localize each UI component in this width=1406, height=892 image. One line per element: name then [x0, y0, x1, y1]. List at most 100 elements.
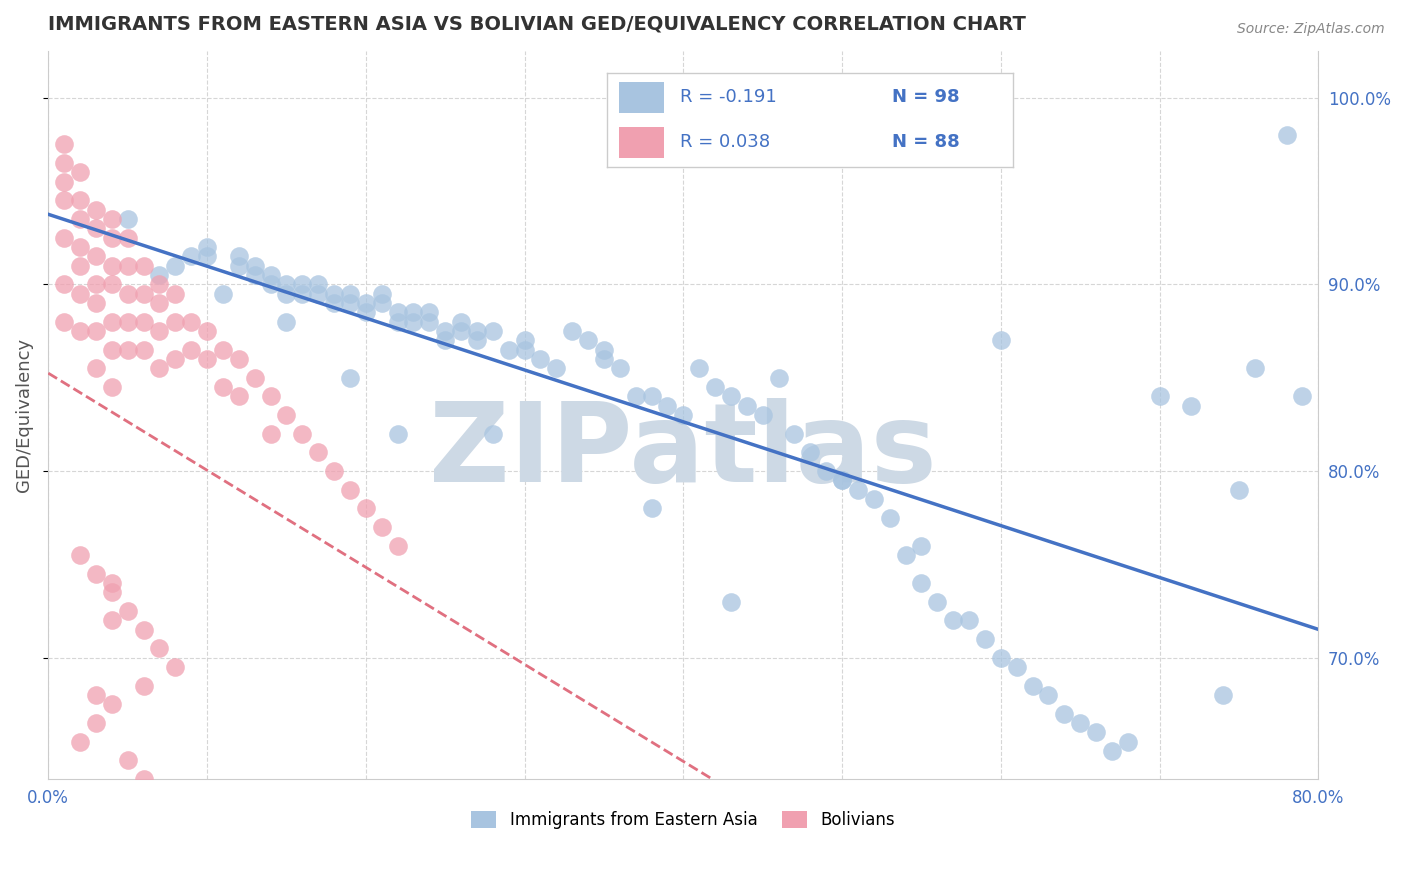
Point: [498, 343, 520, 357]
Point: [339, 296, 361, 310]
Point: [307, 286, 329, 301]
Point: [148, 268, 170, 282]
Point: [53, 174, 76, 188]
Point: [180, 249, 202, 263]
Point: [529, 351, 551, 366]
Point: [69, 165, 91, 179]
Point: [165, 286, 187, 301]
Point: [910, 575, 932, 590]
Point: [291, 277, 314, 292]
Point: [84, 324, 107, 338]
Point: [53, 277, 76, 292]
Point: [276, 277, 298, 292]
Point: [148, 277, 170, 292]
Point: [259, 268, 281, 282]
Point: [69, 324, 91, 338]
Point: [1291, 389, 1313, 403]
Point: [339, 286, 361, 301]
Point: [720, 594, 742, 608]
Point: [101, 575, 124, 590]
Text: Source: ZipAtlas.com: Source: ZipAtlas.com: [1237, 22, 1385, 37]
Point: [1212, 688, 1234, 702]
Point: [576, 333, 599, 347]
Point: [291, 426, 314, 441]
Point: [228, 351, 250, 366]
Point: [117, 211, 139, 226]
Point: [117, 314, 139, 328]
Point: [117, 286, 139, 301]
Point: [117, 259, 139, 273]
Point: [148, 790, 170, 805]
Point: [101, 698, 124, 712]
Point: [69, 734, 91, 748]
Point: [481, 324, 503, 338]
Point: [481, 426, 503, 441]
Point: [243, 268, 266, 282]
Point: [561, 324, 583, 338]
Point: [927, 594, 949, 608]
Point: [307, 445, 329, 459]
Point: [84, 277, 107, 292]
Point: [640, 389, 662, 403]
Point: [450, 324, 472, 338]
Point: [291, 286, 314, 301]
Point: [465, 324, 488, 338]
Point: [688, 361, 710, 376]
Point: [799, 445, 821, 459]
Point: [132, 772, 155, 786]
Point: [84, 202, 107, 217]
Point: [1227, 483, 1250, 497]
Point: [276, 314, 298, 328]
Point: [117, 855, 139, 870]
Point: [323, 464, 346, 478]
Point: [973, 632, 995, 646]
Point: [879, 510, 901, 524]
Point: [434, 324, 457, 338]
Point: [354, 501, 377, 516]
Point: [101, 343, 124, 357]
Point: [354, 296, 377, 310]
Point: [354, 305, 377, 319]
Point: [53, 230, 76, 244]
Point: [370, 520, 392, 534]
Point: [735, 399, 758, 413]
Point: [117, 230, 139, 244]
Point: [53, 193, 76, 207]
Point: [101, 277, 124, 292]
Point: [990, 333, 1012, 347]
Point: [751, 408, 773, 422]
Point: [148, 641, 170, 656]
Point: [165, 314, 187, 328]
Point: [148, 324, 170, 338]
Point: [165, 809, 187, 823]
Point: [1275, 128, 1298, 142]
Point: [323, 286, 346, 301]
Point: [910, 539, 932, 553]
Point: [894, 548, 917, 562]
Point: [165, 660, 187, 674]
Point: [418, 305, 440, 319]
Point: [370, 296, 392, 310]
Point: [243, 259, 266, 273]
Point: [132, 679, 155, 693]
Point: [132, 286, 155, 301]
Point: [434, 333, 457, 347]
Point: [1243, 361, 1265, 376]
Point: [117, 343, 139, 357]
Point: [593, 351, 616, 366]
Point: [339, 483, 361, 497]
Point: [862, 491, 884, 506]
Point: [513, 333, 536, 347]
Point: [370, 286, 392, 301]
Point: [69, 286, 91, 301]
Point: [132, 314, 155, 328]
Point: [195, 837, 218, 851]
Point: [846, 483, 869, 497]
Y-axis label: GED/Equivalency: GED/Equivalency: [15, 338, 32, 492]
Point: [990, 650, 1012, 665]
Point: [180, 343, 202, 357]
Point: [815, 464, 838, 478]
Point: [84, 221, 107, 235]
Legend: Immigrants from Eastern Asia, Bolivians: Immigrants from Eastern Asia, Bolivians: [464, 805, 903, 836]
Point: [307, 277, 329, 292]
